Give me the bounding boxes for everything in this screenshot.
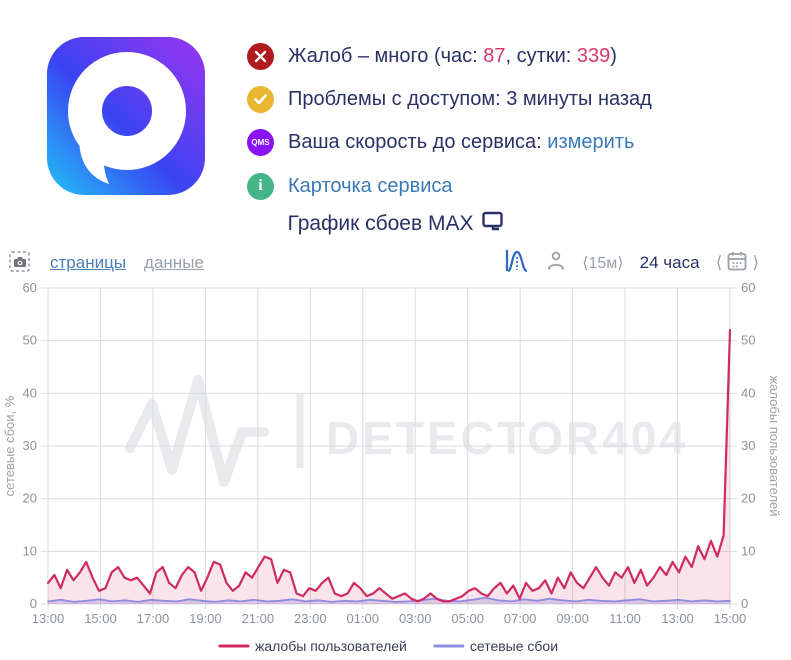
legend-item[interactable]: жалобы пользователей — [218, 638, 407, 654]
info-icon-label: i — [258, 177, 263, 194]
status-row-card: i Карточка сервиса — [247, 171, 453, 201]
toolbar-left: страницы данные — [8, 249, 204, 277]
svg-text:13:00: 13:00 — [32, 611, 65, 626]
svg-text:30: 30 — [741, 438, 755, 453]
svg-text:60: 60 — [23, 282, 37, 295]
calendar-next-button[interactable]: ⟩ — [752, 253, 759, 272]
legend-item[interactable]: сетевые сбои — [433, 638, 558, 654]
svg-text:сетевые сбои: сетевые сбои — [470, 638, 558, 654]
time-range-selector[interactable]: 24 часа — [639, 253, 700, 272]
svg-text:10: 10 — [23, 543, 37, 558]
svg-text:20: 20 — [23, 491, 37, 506]
chart-legend: жалобы пользователей сетевые сбои — [218, 638, 558, 654]
calendar-nav: ⟨ ⟩ — [716, 250, 759, 277]
max-logo-graphic — [47, 37, 205, 195]
svg-text:40: 40 — [741, 385, 755, 400]
svg-text:09:00: 09:00 — [556, 611, 589, 626]
svg-text:05:00: 05:00 — [451, 611, 484, 626]
svg-text:21:00: 21:00 — [242, 611, 275, 626]
svg-text:жалобы пользователей: жалобы пользователей — [767, 375, 782, 516]
distribution-chart-icon[interactable] — [503, 247, 530, 279]
svg-text:0: 0 — [741, 596, 748, 611]
svg-text:20: 20 — [741, 491, 755, 506]
svg-text:15:00: 15:00 — [714, 611, 747, 626]
warning-check-icon — [247, 85, 274, 113]
svg-text:17:00: 17:00 — [137, 611, 170, 626]
svg-text:сетевые сбои, %: сетевые сбои, % — [2, 395, 17, 496]
measure-speed-link[interactable]: измерить — [547, 130, 635, 153]
svg-text:50: 50 — [741, 333, 755, 348]
series-fill — [48, 330, 730, 604]
qms-icon-label: QMS — [251, 137, 270, 147]
axis-titles: сетевые сбои, % жалобы пользователей — [2, 375, 782, 516]
user-icon[interactable] — [546, 250, 566, 277]
svg-text:10: 10 — [741, 543, 755, 558]
svg-text:13:00: 13:00 — [661, 611, 694, 626]
svg-text:19:00: 19:00 — [189, 611, 222, 626]
max-app-logo — [47, 37, 205, 195]
svg-text:07:00: 07:00 — [504, 611, 537, 626]
svg-text:40: 40 — [23, 385, 37, 400]
complaints-status-text: Жалоб – много (час: 87, сутки: 339) — [288, 44, 617, 67]
service-card-link[interactable]: Карточка сервиса — [288, 174, 453, 197]
svg-text:23:00: 23:00 — [294, 611, 327, 626]
screenshot-camera-icon[interactable] — [8, 249, 32, 278]
tab-pages[interactable]: страницы — [50, 253, 127, 272]
calendar-prev-button[interactable]: ⟨ — [715, 253, 723, 272]
complaints-day-count: 339 — [576, 44, 611, 67]
access-status-text: Проблемы с доступом: 3 минуты назад — [288, 87, 652, 110]
monitor-icon[interactable] — [482, 211, 504, 236]
outage-chart: DETECTOR404 13:00 15:00 17:00 19:00 21:00 23:0… — [2, 282, 782, 654]
status-row-access: Проблемы с доступом: 3 минуты назад — [247, 84, 652, 114]
error-icon — [247, 42, 274, 70]
svg-text:03:00: 03:00 — [399, 611, 432, 626]
svg-text:01:00: 01:00 — [346, 611, 379, 626]
calendar-icon[interactable] — [726, 250, 748, 277]
series-line — [46, 328, 732, 603]
page-title: График сбоев MAX — [287, 211, 474, 235]
svg-text:жалобы пользователей: жалобы пользователей — [255, 638, 407, 654]
tab-data[interactable]: данные — [144, 253, 204, 272]
toolbar-right: ⟨15м⟩ 24 часа ⟨ ⟩ — [503, 248, 759, 278]
complaints-hour-count: 87 — [483, 44, 506, 67]
status-row-speed: QMS Ваша скорость до сервиса: измерить — [247, 127, 634, 157]
qms-icon: QMS — [247, 128, 274, 156]
svg-text:50: 50 — [23, 333, 37, 348]
svg-text:0: 0 — [30, 596, 37, 611]
svg-text:60: 60 — [741, 282, 755, 295]
svg-text:11:00: 11:00 — [609, 611, 641, 626]
chart-grid: 13:00 15:00 17:00 19:00 21:00 23:00 01:00 03:00… — [23, 282, 756, 626]
svg-text:30: 30 — [23, 438, 37, 453]
interval-selector[interactable]: ⟨15м⟩ — [582, 255, 624, 272]
status-row-complaints: Жалоб – много (час: 87, сутки: 339) — [247, 41, 617, 71]
watermark: DETECTOR404 — [125, 375, 688, 487]
chart-title-row: График сбоев MAX — [0, 211, 791, 236]
info-icon: i — [247, 172, 274, 200]
series-line — [47, 596, 731, 603]
speed-status-text: Ваша скорость до сервиса: измерить — [288, 130, 635, 153]
svg-text:DETECTOR404: DETECTOR404 — [326, 412, 688, 464]
svg-text:15:00: 15:00 — [84, 611, 117, 626]
series-fill — [48, 597, 730, 604]
